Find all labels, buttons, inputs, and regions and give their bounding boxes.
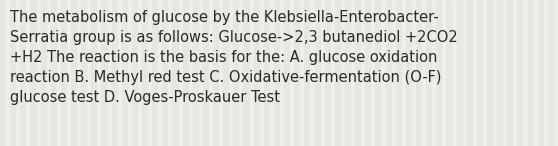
Bar [446, 0, 451, 146]
Bar [497, 0, 502, 146]
Bar [51, 0, 56, 146]
Bar [517, 0, 522, 146]
Bar [527, 0, 533, 146]
Bar [193, 0, 198, 146]
Bar [345, 0, 350, 146]
Bar [284, 0, 289, 146]
Bar [61, 0, 66, 146]
Text: The metabolism of glucose by the Klebsiella-Enterobacter-
Serratia group is as f: The metabolism of glucose by the Klebsie… [10, 10, 458, 105]
Bar [487, 0, 492, 146]
Bar [0, 0, 5, 146]
Bar [548, 0, 553, 146]
Bar [264, 0, 269, 146]
Bar [81, 0, 86, 146]
Bar [416, 0, 421, 146]
Bar [122, 0, 127, 146]
Bar [41, 0, 46, 146]
Bar [538, 0, 543, 146]
Bar [365, 0, 371, 146]
Bar [274, 0, 279, 146]
Bar [102, 0, 107, 146]
Bar [203, 0, 208, 146]
Bar [406, 0, 411, 146]
Bar [436, 0, 441, 146]
Bar [507, 0, 512, 146]
Bar [254, 0, 259, 146]
Bar [315, 0, 320, 146]
Bar [233, 0, 238, 146]
Bar [213, 0, 218, 146]
Bar [172, 0, 177, 146]
Bar [132, 0, 137, 146]
Bar [142, 0, 147, 146]
Bar [223, 0, 228, 146]
Bar [355, 0, 360, 146]
Bar [112, 0, 117, 146]
Bar [466, 0, 472, 146]
Bar [335, 0, 340, 146]
Bar [325, 0, 330, 146]
Bar [162, 0, 167, 146]
Bar [304, 0, 310, 146]
Bar [152, 0, 157, 146]
Bar [376, 0, 381, 146]
Bar [71, 0, 76, 146]
Bar [31, 0, 36, 146]
Bar [92, 0, 97, 146]
Bar [243, 0, 248, 146]
Bar [20, 0, 25, 146]
Bar [182, 0, 187, 146]
Bar [294, 0, 299, 146]
Bar [396, 0, 401, 146]
Bar [456, 0, 461, 146]
Bar [426, 0, 431, 146]
Bar [477, 0, 482, 146]
Bar [386, 0, 391, 146]
Bar [10, 0, 15, 146]
